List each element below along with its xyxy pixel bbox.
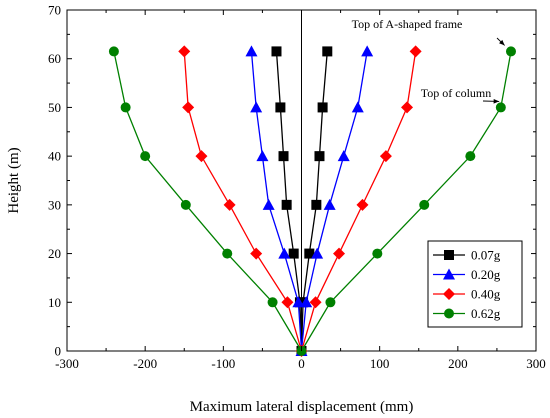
data-point: [356, 198, 369, 211]
y-tick-label: 20: [48, 246, 61, 261]
data-point: [317, 102, 328, 113]
legend-marker: [444, 308, 454, 319]
legend-label: 0.40g: [471, 287, 501, 302]
data-point: [465, 151, 476, 162]
series-0.40g: [178, 45, 422, 357]
data-point: [120, 102, 131, 113]
legend-marker: [443, 288, 455, 300]
data-point: [245, 45, 258, 57]
series-layer: [108, 45, 516, 357]
y-tick-label: 50: [48, 100, 61, 115]
y-axis-title: Height (m): [6, 147, 22, 213]
x-tick-label: 100: [370, 356, 390, 371]
data-point: [222, 248, 233, 259]
data-point: [140, 151, 151, 162]
data-point: [275, 102, 286, 113]
data-point: [288, 248, 299, 259]
data-point: [267, 297, 278, 308]
data-point: [256, 150, 269, 162]
data-point: [304, 248, 315, 259]
data-point: [292, 296, 305, 308]
legend: 0.07g 0.20g 0.40g 0.62g: [427, 240, 523, 328]
data-point: [180, 199, 191, 210]
legend-label: 0.07g: [471, 248, 501, 263]
data-point: [379, 150, 392, 163]
y-tick-label: 30: [48, 197, 61, 212]
data-point: [325, 297, 336, 308]
data-point: [419, 199, 430, 210]
legend-label: 0.20g: [471, 267, 501, 282]
data-point: [322, 46, 333, 57]
data-point: [311, 199, 322, 210]
annotation-label: Top of A-shaped frame: [352, 17, 463, 31]
data-point: [372, 248, 383, 259]
data-point: [108, 46, 119, 57]
data-point: [409, 45, 422, 58]
data-point: [323, 198, 336, 210]
data-point: [278, 151, 289, 162]
series-0.62g: [108, 46, 516, 356]
data-point: [309, 296, 322, 309]
data-point: [223, 198, 236, 211]
data-point: [281, 296, 294, 309]
x-tick-label: 0: [298, 356, 305, 371]
data-point: [337, 150, 350, 162]
data-point: [262, 198, 275, 210]
data-point: [314, 151, 325, 162]
data-point: [333, 247, 346, 260]
y-tick-label: 60: [48, 51, 61, 66]
data-point: [250, 247, 263, 260]
data-point: [495, 102, 506, 113]
data-point: [505, 46, 516, 57]
annotation-label: Top of column: [421, 86, 491, 100]
x-tick-label: 300: [526, 356, 546, 371]
annotation-arrowhead: [493, 98, 500, 104]
legend-marker: [444, 250, 454, 260]
annotation-layer: Top of A-shaped frame Top of column: [352, 17, 505, 104]
y-tick-label: 40: [48, 149, 61, 164]
series-0.20g: [245, 45, 374, 356]
annotation-arrowhead: [499, 39, 505, 46]
data-point: [361, 45, 374, 57]
legend-label: 0.62g: [471, 306, 501, 321]
data-point: [351, 101, 364, 113]
legend-marker: [443, 268, 455, 280]
data-point: [300, 296, 313, 308]
data-point: [401, 101, 414, 114]
x-axis-title: Maximum lateral displacement (mm): [190, 399, 414, 415]
data-point: [178, 45, 191, 58]
ticks-layer: -300 -200 -100 0 100 200 300 0 10 20 30 40 50 60 70: [48, 3, 546, 372]
data-point: [182, 101, 195, 114]
x-tick-label: -200: [133, 356, 157, 371]
data-point: [278, 247, 291, 259]
data-point: [250, 101, 263, 113]
data-point: [271, 46, 282, 57]
data-point: [281, 199, 292, 210]
x-tick-label: -100: [211, 356, 235, 371]
y-tick-label: 0: [55, 344, 62, 359]
data-point: [311, 247, 324, 259]
data-point: [195, 150, 208, 163]
x-tick-label: 200: [448, 356, 468, 371]
y-tick-label: 10: [48, 295, 61, 310]
y-tick-label: 70: [48, 3, 61, 18]
x-tick-label: -300: [55, 356, 79, 371]
